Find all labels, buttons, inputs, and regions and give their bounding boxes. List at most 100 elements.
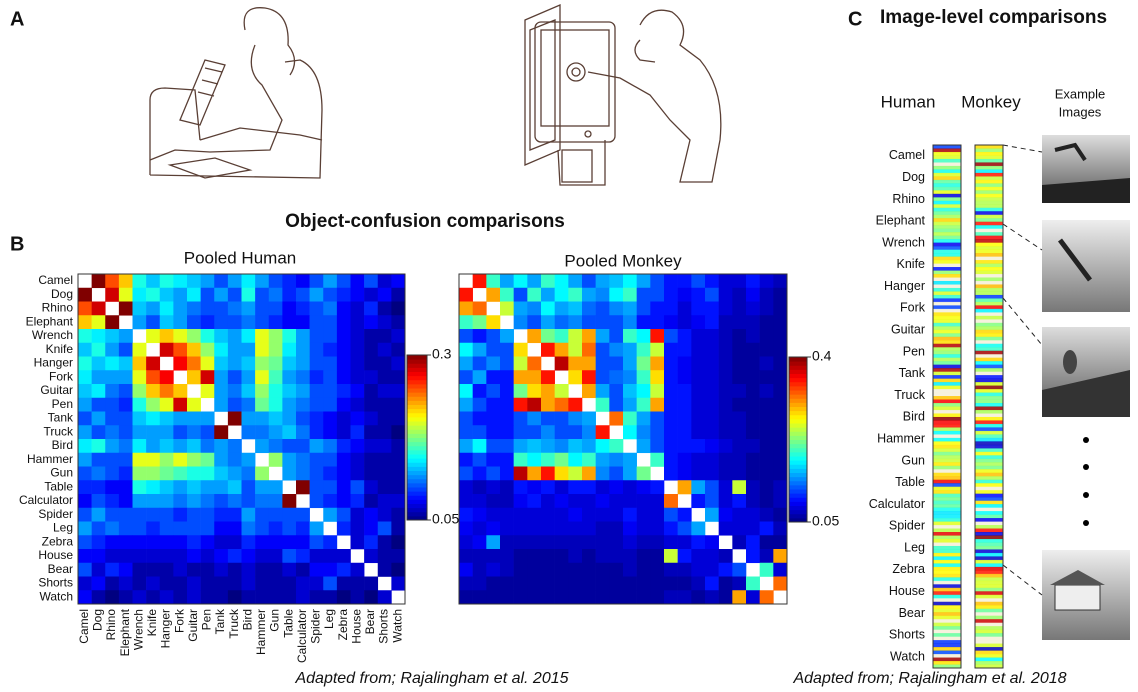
stripe — [933, 371, 961, 376]
heat-cell — [609, 329, 624, 344]
heat-cell — [650, 342, 665, 357]
heat-cell — [296, 315, 310, 330]
heat-cell — [132, 480, 147, 495]
heat-cell — [623, 384, 637, 399]
heat-cell — [159, 521, 174, 536]
heat-cell — [146, 466, 161, 481]
heat-cell — [705, 342, 719, 357]
heat-cell — [554, 535, 569, 550]
heat-cell — [636, 315, 651, 330]
colorbar-segment — [407, 375, 427, 381]
heat-cell — [296, 466, 310, 481]
heat-cell — [309, 521, 324, 536]
heat-cell — [636, 480, 651, 495]
stripe — [933, 542, 961, 547]
heat-cell — [623, 549, 637, 564]
heat-cell — [296, 384, 310, 399]
heat-cell — [609, 439, 624, 454]
stripe — [933, 235, 961, 240]
heat-cell — [132, 384, 147, 399]
stripe — [933, 427, 961, 432]
colorbar-label: 0.3 — [432, 346, 452, 362]
heat-cell — [296, 549, 310, 564]
heat-cell — [609, 480, 624, 495]
heat-cell — [282, 466, 297, 481]
heat-cell — [282, 356, 297, 371]
stripe — [975, 619, 1003, 624]
heat-cell — [255, 370, 270, 385]
stripe — [933, 462, 961, 467]
heat-cell — [582, 562, 596, 577]
heat-cell — [309, 342, 324, 357]
heat-cell — [718, 342, 733, 357]
heat-cell — [146, 356, 161, 371]
column-label: Gun — [268, 609, 282, 632]
heat-cell — [241, 411, 256, 426]
heat-cell — [541, 494, 555, 509]
heat-cell — [282, 301, 297, 316]
heat-cell — [336, 301, 351, 316]
heat-cell — [568, 507, 583, 522]
heat-cell — [759, 549, 774, 564]
heat-cell — [705, 329, 719, 344]
row-label: Spider — [38, 507, 73, 521]
heat-cell — [336, 549, 351, 564]
stripe — [975, 476, 1003, 481]
heat-cell — [691, 535, 706, 550]
heat-cell — [200, 370, 215, 385]
heat-cell — [200, 342, 215, 357]
stripe — [975, 413, 1003, 418]
heat-cell — [582, 466, 596, 481]
stripe — [933, 357, 961, 362]
heat-cell — [255, 301, 270, 316]
heat-cell — [364, 356, 379, 371]
heat-cell — [336, 452, 351, 467]
row-label: Dog — [902, 170, 925, 184]
heat-cell — [459, 576, 473, 591]
colorbar-segment — [789, 476, 807, 482]
stripe — [933, 204, 961, 209]
heat-cell — [636, 576, 651, 591]
heat-cell — [255, 287, 270, 302]
heat-cell — [623, 370, 637, 385]
stripe — [975, 601, 1003, 606]
heat-cell — [200, 287, 215, 302]
heat-cell — [364, 397, 379, 412]
heat-cell — [705, 576, 719, 591]
heat-cell — [323, 590, 338, 605]
heat-cell — [732, 576, 747, 591]
heat-cell — [582, 576, 596, 591]
heat-cell — [623, 562, 637, 577]
heat-cell — [650, 356, 665, 371]
heat-cell — [187, 521, 201, 536]
stripe — [933, 504, 961, 509]
heat-cell — [268, 562, 283, 577]
heat-cell — [187, 494, 201, 509]
heat-cell — [309, 329, 324, 344]
row-label: Pen — [52, 397, 73, 411]
heat-cell — [200, 329, 215, 344]
heat-cell — [691, 425, 706, 440]
stripe — [975, 232, 1003, 237]
stripe — [975, 287, 1003, 292]
heat-cell — [664, 576, 678, 591]
stripe — [933, 577, 961, 582]
heat-cell — [282, 274, 297, 289]
heat-cell — [773, 342, 788, 357]
row-label: Zebra — [42, 534, 74, 548]
stripe — [933, 148, 961, 153]
heat-cell — [527, 521, 542, 536]
heat-cell — [664, 494, 678, 509]
heat-cell — [268, 480, 283, 495]
heat-cell — [541, 397, 555, 412]
heat-cell — [78, 452, 92, 467]
column-label: Fork — [172, 608, 186, 633]
heat-cell — [391, 439, 406, 454]
stripe — [933, 469, 961, 474]
heat-cell — [691, 549, 706, 564]
heat-cell — [732, 397, 747, 412]
stripe — [933, 253, 961, 257]
heat-cell — [705, 549, 719, 564]
stripe — [933, 591, 961, 596]
stripe — [975, 511, 1003, 515]
